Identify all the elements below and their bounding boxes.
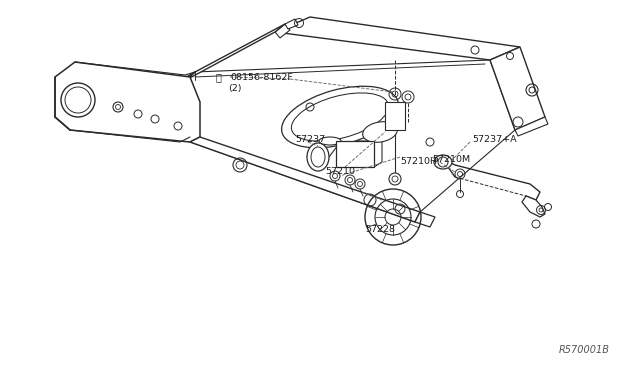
Ellipse shape [363,122,397,142]
Ellipse shape [282,86,398,148]
Ellipse shape [319,137,341,145]
Polygon shape [415,212,435,227]
Ellipse shape [434,155,452,169]
Polygon shape [275,24,290,38]
Polygon shape [186,24,285,80]
Polygon shape [112,60,515,222]
Circle shape [389,173,401,185]
Circle shape [347,146,363,162]
Polygon shape [515,117,548,136]
Text: 57237+A: 57237+A [472,135,516,144]
FancyBboxPatch shape [385,102,405,130]
Text: 57210M: 57210M [432,155,470,164]
Polygon shape [285,19,298,29]
Text: 57237: 57237 [295,135,325,144]
Text: R570001B: R570001B [559,345,610,355]
FancyBboxPatch shape [336,141,374,167]
Text: 57228: 57228 [365,225,395,234]
Polygon shape [374,135,382,167]
Polygon shape [55,62,200,142]
Polygon shape [275,17,520,60]
Text: (2): (2) [228,84,241,93]
Polygon shape [522,196,545,217]
Text: 57210: 57210 [325,167,355,176]
Polygon shape [490,47,545,130]
Polygon shape [336,135,382,141]
Ellipse shape [307,143,329,171]
Text: Ⓑ: Ⓑ [215,72,221,82]
Text: 08156-8162F: 08156-8162F [230,73,292,81]
Text: 57210H: 57210H [400,157,437,167]
Polygon shape [190,137,420,222]
